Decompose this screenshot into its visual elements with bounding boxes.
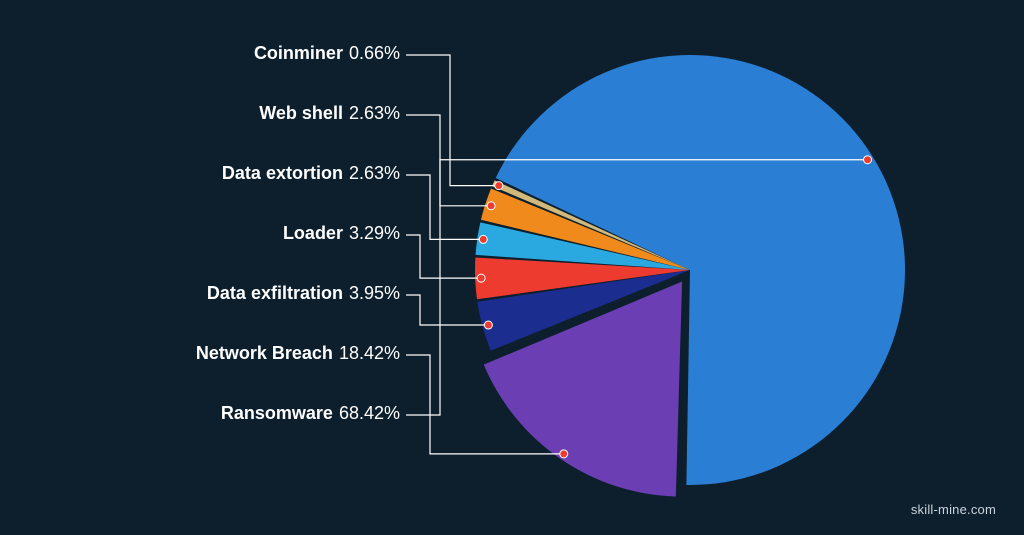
slice-label-pct: 3.29% [349,223,400,243]
slice-label-pct: 18.42% [339,343,400,363]
leader-dot [495,182,503,190]
slice-label-pct: 0.66% [349,43,400,63]
slice-label: Data extortion 2.63% [222,164,400,182]
pie-chart [0,0,1024,535]
leader-dot [484,321,492,329]
attribution-text: skill-mine.com [911,502,996,517]
slice-label-name: Ransomware [221,403,333,423]
leader-dot [479,235,487,243]
slice-label: Ransomware 68.42% [221,404,400,422]
leader-dot [560,450,568,458]
slice-label-name: Data extortion [222,163,343,183]
slice-label-name: Network Breach [196,343,333,363]
slice-label: Web shell 2.63% [259,104,400,122]
slice-label-name: Loader [283,223,343,243]
slice-label-pct: 3.95% [349,283,400,303]
leader-dot [477,274,485,282]
leader-line [406,55,499,186]
slice-label-name: Web shell [259,103,343,123]
slice-label-pct: 68.42% [339,403,400,423]
leader-line [406,295,488,325]
leader-line [406,175,483,239]
leader-dot [487,202,495,210]
slice-label: Network Breach 18.42% [196,344,400,362]
slice-label: Coinminer 0.66% [254,44,400,62]
slice-label-pct: 2.63% [349,163,400,183]
slice-label-name: Data exfiltration [207,283,343,303]
slice-label-pct: 2.63% [349,103,400,123]
slice-label: Loader 3.29% [283,224,400,242]
leader-dot [864,156,872,164]
leader-line [406,235,481,278]
slice-label-name: Coinminer [254,43,343,63]
slice-label: Data exfiltration 3.95% [207,284,400,302]
leader-line [406,115,491,206]
